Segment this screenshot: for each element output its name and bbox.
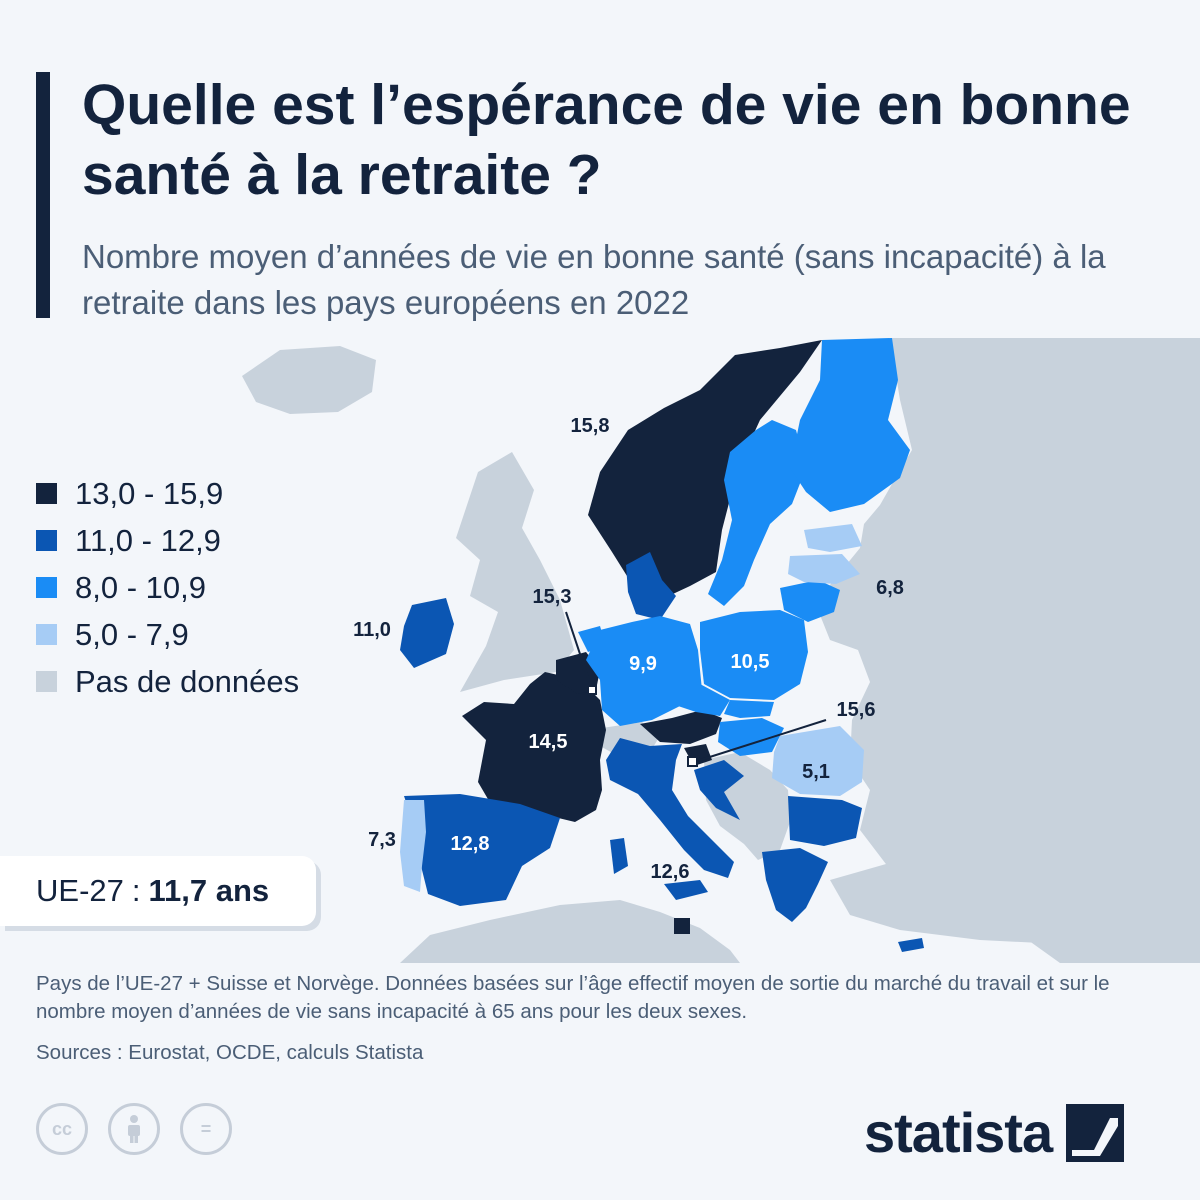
brand-name: statista <box>864 1101 1053 1164</box>
sicily-shape <box>664 880 708 900</box>
title-accent-bar <box>36 72 50 318</box>
page-subtitle: Nombre moyen d’années de vie en bonne sa… <box>82 238 1106 321</box>
lithuania-value: 6,8 <box>876 577 904 599</box>
finland-shape <box>790 338 910 512</box>
benelux-value: 15,3 <box>533 586 572 608</box>
attribution-person-glyph <box>128 1115 140 1143</box>
sweden-shape <box>708 420 806 606</box>
ireland-shape <box>400 598 454 668</box>
eu-average-label: UE-27 <box>36 873 124 908</box>
legend-label: Pas de données <box>75 663 300 699</box>
malta-shape <box>674 918 690 934</box>
uk-shape <box>456 452 574 692</box>
legend-label: 13,0 - 15,9 <box>75 475 224 511</box>
legend: 13,0 - 15,9 11,0 - 12,9 8,0 - 10,9 5,0 -… <box>36 470 299 705</box>
france-shape <box>462 672 606 822</box>
statista-logo[interactable]: statista <box>864 1100 1125 1165</box>
austria-shape <box>640 710 722 744</box>
poland-value: 10,5 <box>731 651 770 673</box>
benelux-leader-line <box>565 611 593 691</box>
norway-shape <box>588 340 822 600</box>
turkey-shape <box>830 860 1140 945</box>
cyprus-shape <box>898 938 924 952</box>
iceland-shape <box>242 346 376 414</box>
sources: Sources : Eurostat, OCDE, calculs Statis… <box>36 1041 424 1064</box>
lithuania-shape <box>780 580 840 622</box>
legend-item-8-10-9: 8,0 - 10,9 <box>36 564 299 611</box>
legend-swatch <box>36 624 57 645</box>
legend-label: 8,0 - 10,9 <box>75 569 206 605</box>
legend-item-11-12-9: 11,0 - 12,9 <box>36 517 299 564</box>
estonia-shape <box>804 524 862 552</box>
germany-value: 9,9 <box>629 653 657 675</box>
legend-swatch <box>36 483 57 504</box>
portugal-value: 7,3 <box>368 829 396 851</box>
netherlands-shape <box>578 626 606 652</box>
eu-average-value: 11,7 ans <box>148 873 270 908</box>
ireland-value: 11,0 <box>353 619 391 641</box>
italy-shape <box>606 738 734 878</box>
legend-label: 5,0 - 7,9 <box>75 616 189 652</box>
portugal-shape <box>400 800 426 892</box>
legend-swatch <box>36 671 57 692</box>
legend-swatch <box>36 577 57 598</box>
slovakia-shape <box>724 700 774 718</box>
legend-swatch <box>36 530 57 551</box>
bulgaria-shape <box>788 796 862 846</box>
statista-mark-icon <box>1066 1103 1125 1162</box>
footnote: Pays de l’UE-27 + Suisse et Norvège. Don… <box>36 972 1110 1023</box>
license-icons: cc = <box>36 1103 252 1155</box>
norway-value: 15,8 <box>571 415 610 437</box>
slovenia-leader-line <box>693 719 827 763</box>
legend-item-13-15-9: 13,0 - 15,9 <box>36 470 299 517</box>
latvia-shape <box>788 554 860 584</box>
cc-icon[interactable]: cc <box>36 1103 88 1155</box>
france-value: 14,5 <box>529 731 568 753</box>
legend-item-no-data: Pas de données <box>36 658 299 705</box>
legend-label: 11,0 - 12,9 <box>75 522 221 558</box>
eu-average-separator: : <box>131 873 141 908</box>
spain-shape <box>404 794 560 906</box>
romania-value: 5,1 <box>802 761 830 783</box>
eastern-europe-shape <box>818 338 1200 963</box>
denmark-shape <box>626 552 676 620</box>
no-derivatives-icon[interactable]: = <box>180 1103 232 1155</box>
greece-shape <box>762 848 828 922</box>
slovenia-value: 15,6 <box>837 699 876 721</box>
eu-average-box: UE-27 : 11,7 ans <box>0 856 316 926</box>
spain-value: 12,8 <box>451 833 490 855</box>
sardinia-shape <box>610 838 628 874</box>
slovenia-marker <box>687 756 698 767</box>
north-africa-shape <box>400 900 740 963</box>
legend-item-5-7-9: 5,0 - 7,9 <box>36 611 299 658</box>
romania-shape <box>772 726 864 796</box>
cc-icon-glyph: cc <box>51 1118 73 1139</box>
europe-map: 15,8 15,3 6,8 11,0 9,9 10,5 15,6 14,5 5,… <box>0 338 1200 963</box>
poland-shape <box>700 610 808 700</box>
page-title: Quelle est l’espérance de vie en bonne s… <box>82 73 1131 207</box>
hungary-shape <box>718 718 784 756</box>
italy-value: 12,6 <box>651 861 690 883</box>
croatia-shape <box>694 760 744 820</box>
benelux-marker <box>587 685 597 695</box>
europe-map-svg: 15,8 15,3 6,8 11,0 9,9 10,5 15,6 14,5 5,… <box>242 338 1200 963</box>
no-derivatives-glyph: = <box>200 1118 212 1139</box>
attribution-icon[interactable] <box>108 1103 160 1155</box>
czechia-shape <box>668 684 730 716</box>
